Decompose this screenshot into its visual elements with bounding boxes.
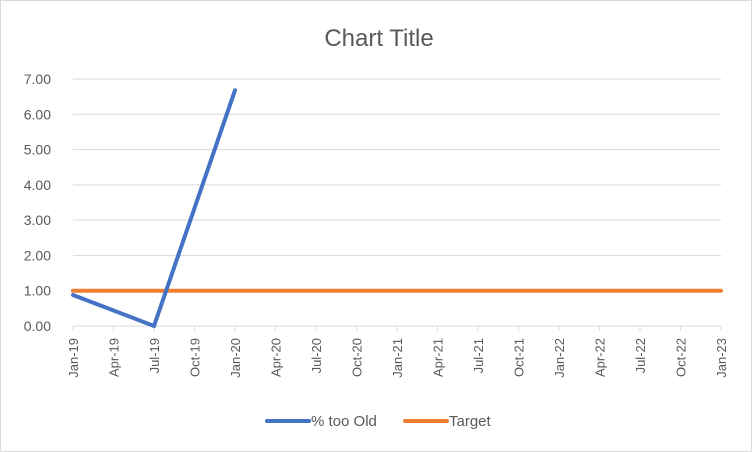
legend-label: Target <box>449 413 492 430</box>
y-tick-label: 3.00 <box>24 212 51 228</box>
x-tick-label: Jan-23 <box>714 338 729 378</box>
x-tick-label: Jul-22 <box>633 338 648 373</box>
y-tick-label: 6.00 <box>24 106 51 122</box>
x-tick-label: Jul-21 <box>471 338 486 373</box>
x-tick-label: Apr-22 <box>593 338 608 377</box>
x-tick-label: Jan-19 <box>66 338 81 378</box>
y-tick-label: 1.00 <box>24 283 51 299</box>
series-line <box>71 88 237 328</box>
y-tick-label: 0.00 <box>24 318 51 334</box>
x-axis-ticks: Jan-19 Apr-19 Jul-19 Oct-19 Jan-20 Apr-20 Jul-… <box>66 326 729 378</box>
x-tick-label: Oct-20 <box>350 338 365 377</box>
x-tick-label: Oct-19 <box>188 338 203 377</box>
x-tick-label: Jan-22 <box>552 338 567 378</box>
x-tick-label: Jul-19 <box>147 338 162 373</box>
x-tick-label: Apr-20 <box>269 338 284 377</box>
y-tick-label: 7.00 <box>24 71 51 87</box>
y-tick-label: 4.00 <box>24 177 51 193</box>
x-tick-label: Oct-21 <box>512 338 527 377</box>
chart-title: Chart Title <box>324 25 433 52</box>
x-tick-label: Jul-20 <box>309 338 324 373</box>
y-tick-label: 5.00 <box>24 142 51 158</box>
legend-label: % too Old <box>311 413 377 430</box>
x-tick-label: Apr-19 <box>107 338 122 377</box>
x-tick-label: Oct-22 <box>674 338 689 377</box>
x-tick-label: Apr-21 <box>431 338 446 377</box>
x-tick-label: Jan-20 <box>228 338 243 378</box>
legend: % too Old Target <box>265 413 492 430</box>
y-tick-label: 2.00 <box>24 247 51 263</box>
series-lines <box>71 88 723 328</box>
x-tick-label: Jan-21 <box>390 338 405 378</box>
y-axis-ticks: 0.00 1.00 2.00 3.00 4.00 5.00 6.00 7.00 <box>24 71 51 334</box>
